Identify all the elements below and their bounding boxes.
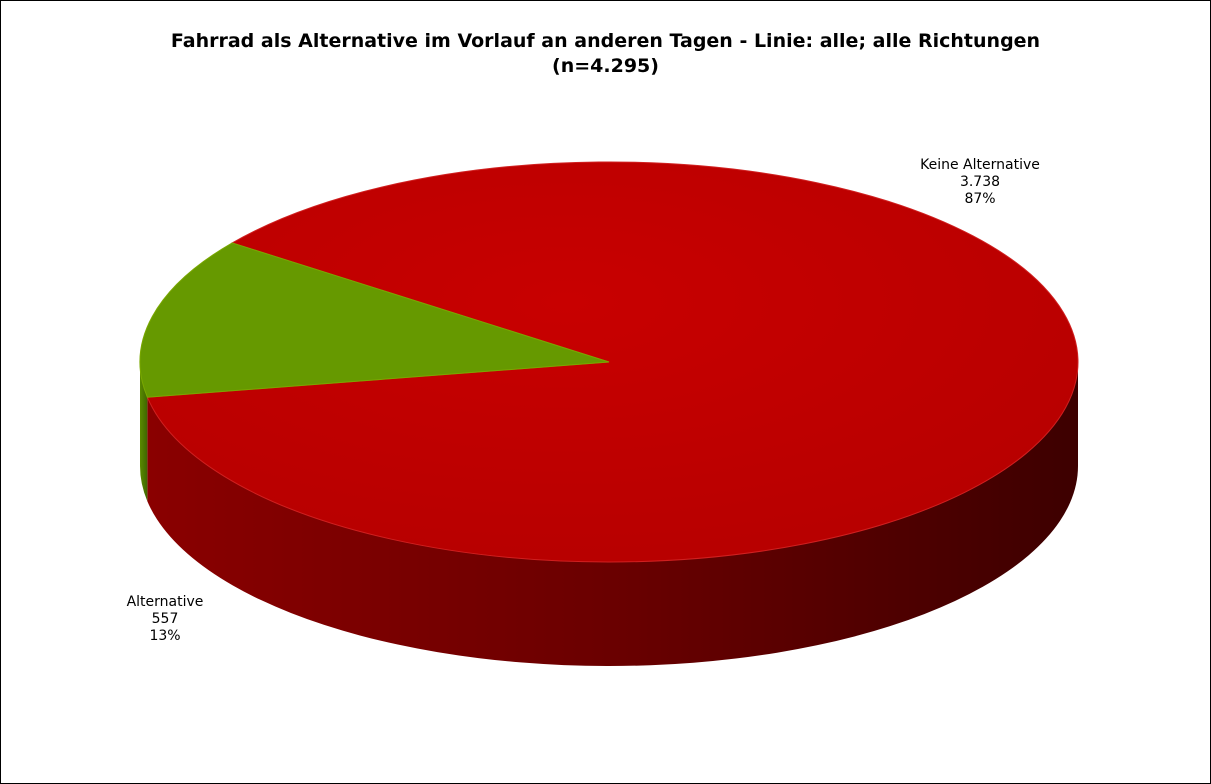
slice-side-alternative [140, 362, 148, 502]
chart-title-block: Fahrrad als Alternative im Vorlauf an an… [0, 29, 1211, 79]
pie-sides [140, 362, 1079, 667]
chart-subtitle: (n=4.295) [552, 55, 659, 77]
slice-keine-alternative [146, 161, 1079, 563]
slice-label-name: Keine Alternative [920, 157, 1040, 173]
slice-label-name: Alternative [126, 594, 204, 610]
data-label-alternative: Alternative 557 13% [110, 594, 220, 645]
slice-label-percent: 87% [964, 191, 996, 207]
data-label-keine-alternative: Keine Alternative 3.738 87% [905, 157, 1055, 208]
slice-label-value: 3.738 [959, 174, 1001, 190]
slice-label-percent: 13% [149, 628, 181, 644]
chart-title: Fahrrad als Alternative im Vorlauf an an… [170, 30, 1041, 52]
slice-alternative [139, 242, 610, 398]
slice-label-value: 557 [151, 611, 179, 627]
slice-side-keine-alternative [147, 362, 1079, 667]
pie-tops [139, 161, 1079, 563]
